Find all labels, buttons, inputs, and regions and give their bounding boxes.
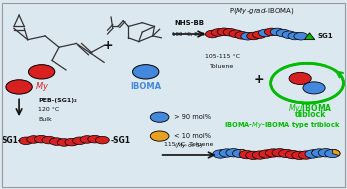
- Text: NHS-BB: NHS-BB: [174, 20, 204, 26]
- Circle shape: [6, 80, 32, 94]
- Text: 105-115 °C: 105-115 °C: [205, 54, 239, 59]
- Wedge shape: [220, 150, 228, 156]
- Wedge shape: [332, 149, 340, 156]
- Circle shape: [282, 31, 296, 39]
- Circle shape: [133, 65, 159, 79]
- Circle shape: [270, 28, 284, 36]
- Circle shape: [265, 149, 281, 157]
- Circle shape: [312, 149, 327, 157]
- Text: IBOMA: IBOMA: [130, 82, 161, 91]
- Circle shape: [229, 30, 243, 37]
- Text: < 10 mol%: < 10 mol%: [174, 133, 211, 139]
- Text: 120 °C: 120 °C: [38, 107, 59, 112]
- Circle shape: [241, 33, 255, 40]
- Circle shape: [303, 82, 325, 94]
- Circle shape: [232, 149, 248, 158]
- Circle shape: [27, 136, 41, 143]
- Text: 115 °C, Toluene: 115 °C, Toluene: [164, 142, 214, 147]
- Circle shape: [57, 139, 71, 146]
- Circle shape: [223, 29, 237, 36]
- Text: IBOMA-$\it{My}$-IBOMA type triblock: IBOMA-$\it{My}$-IBOMA type triblock: [225, 120, 341, 130]
- Circle shape: [305, 150, 320, 158]
- Circle shape: [279, 149, 294, 158]
- Circle shape: [150, 112, 169, 122]
- Circle shape: [150, 131, 169, 141]
- Circle shape: [88, 135, 102, 143]
- Text: P($\it{My}$-$\it{grad}$-IBOMA): P($\it{My}$-$\it{grad}$-IBOMA): [229, 6, 295, 16]
- Wedge shape: [240, 149, 248, 156]
- Circle shape: [211, 29, 225, 36]
- Circle shape: [213, 150, 228, 158]
- Circle shape: [80, 136, 94, 143]
- Circle shape: [217, 28, 231, 36]
- Circle shape: [288, 32, 302, 40]
- Circle shape: [95, 136, 109, 144]
- Circle shape: [219, 149, 235, 157]
- Circle shape: [247, 32, 261, 40]
- Text: +: +: [253, 73, 264, 86]
- Circle shape: [19, 137, 33, 145]
- Text: diblock: diblock: [295, 110, 326, 119]
- Text: ($\it{My}$ or S): ($\it{My}$ or S): [174, 141, 203, 150]
- Circle shape: [292, 151, 307, 160]
- Circle shape: [226, 149, 241, 157]
- Text: -SG1: -SG1: [111, 136, 131, 145]
- Circle shape: [65, 138, 79, 146]
- Circle shape: [259, 150, 274, 158]
- Circle shape: [73, 137, 86, 145]
- Circle shape: [272, 149, 287, 157]
- Text: Toluene: Toluene: [210, 64, 234, 69]
- Polygon shape: [304, 33, 315, 40]
- Text: $\it{My}$: $\it{My}$: [34, 81, 49, 93]
- Circle shape: [246, 151, 261, 160]
- Text: > 90 mol%: > 90 mol%: [174, 114, 211, 120]
- Text: SG1: SG1: [317, 33, 333, 39]
- Text: 100 °C, Bulk: 100 °C, Bulk: [172, 32, 206, 36]
- Text: $\it{My}$/IBOMA: $\it{My}$/IBOMA: [288, 102, 333, 115]
- Wedge shape: [313, 150, 320, 156]
- Circle shape: [264, 28, 278, 36]
- Circle shape: [276, 29, 290, 37]
- Text: Bulk: Bulk: [38, 117, 52, 122]
- Circle shape: [252, 151, 268, 159]
- Circle shape: [289, 72, 311, 84]
- Circle shape: [205, 30, 219, 38]
- Circle shape: [259, 29, 272, 37]
- Text: +: +: [102, 39, 113, 52]
- Circle shape: [50, 138, 64, 145]
- Circle shape: [294, 33, 308, 40]
- Text: PEB-(SG1)₂: PEB-(SG1)₂: [38, 98, 77, 103]
- Circle shape: [325, 149, 340, 158]
- Text: SG1-: SG1-: [2, 136, 22, 145]
- Circle shape: [42, 136, 56, 144]
- Circle shape: [298, 151, 314, 159]
- Circle shape: [253, 31, 266, 38]
- Circle shape: [34, 135, 48, 143]
- Circle shape: [28, 65, 55, 79]
- Circle shape: [239, 150, 254, 159]
- Circle shape: [318, 149, 333, 157]
- Circle shape: [235, 32, 249, 39]
- Circle shape: [285, 150, 301, 159]
